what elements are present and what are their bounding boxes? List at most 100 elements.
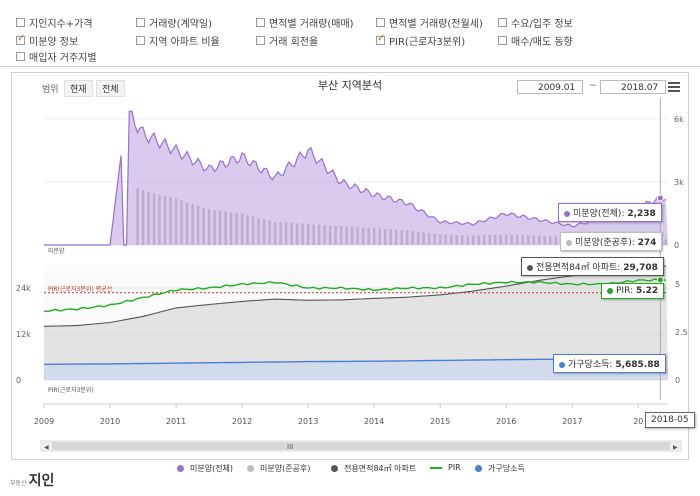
- tooltip-1: 미분양(준공후): 274: [560, 232, 663, 251]
- filter-label: 매입자 거주지별: [29, 53, 97, 64]
- legend-dot-icon: [331, 465, 338, 472]
- crosshair-date-label: 2018-05: [645, 412, 695, 428]
- filter-9-checkbox[interactable]: 매수/매도 동향: [498, 33, 573, 48]
- legend-dot-icon: [475, 465, 482, 472]
- legend-label: 가구당소득: [488, 464, 525, 473]
- filter-label: 지역 아파트 비율: [149, 37, 220, 48]
- scope-current-button[interactable]: 현재: [64, 80, 93, 97]
- legend-label: 전용면적84㎡ 아파트: [344, 464, 417, 473]
- tooltip-series-value: 274: [637, 238, 657, 248]
- tooltip-series-value: 5.22: [635, 286, 659, 296]
- tooltip-series-name: 미분양(전체): [573, 209, 622, 219]
- scope-all-button[interactable]: 전체: [96, 80, 125, 97]
- tooltip-series-value: 5,685.88: [615, 360, 660, 370]
- hamburger-menu-icon[interactable]: [668, 80, 680, 94]
- filter-3-checkbox[interactable]: 면적별 거래량(전월세): [376, 15, 483, 30]
- legend-dot-icon: [247, 465, 254, 472]
- area-apartment-price: [44, 266, 668, 380]
- bottom-left-y-tick-label: 24k: [16, 284, 31, 293]
- tooltip-2: 전용면적84㎡ 아파트: 29,708: [521, 257, 664, 276]
- bottom-left-y-tick-label: 0: [16, 376, 21, 385]
- filter-10-checkbox[interactable]: 매입자 거주지별: [16, 49, 97, 64]
- legend-label: 미분양(준공후): [260, 464, 311, 473]
- checkbox-unchecked-icon: [136, 18, 145, 27]
- area-unsold-total: [44, 111, 668, 245]
- legend-item[interactable]: 미분양(준공후): [247, 463, 310, 474]
- series-dot-icon: [527, 264, 533, 271]
- checkbox-unchecked-icon: [16, 52, 25, 61]
- filter-4-checkbox[interactable]: 수요/입주 정보: [498, 15, 573, 30]
- checkbox-checked-icon: ✓: [16, 33, 26, 45]
- scrollbar-thumb: [52, 442, 670, 450]
- top-y-tick-label: 3k: [674, 178, 684, 187]
- filter-label: 미분양 정보: [29, 37, 79, 48]
- legend-line-icon: [430, 466, 442, 469]
- filter-8-checkbox[interactable]: ✓ PIR(근로자3분위): [376, 33, 465, 48]
- date-separator: ~: [589, 81, 597, 91]
- legend-item[interactable]: 전용면적84㎡ 아파트: [331, 463, 416, 474]
- checkbox-unchecked-icon: [498, 18, 507, 27]
- series-dot-icon: [564, 210, 570, 217]
- logo: 부동산 지인: [10, 473, 55, 489]
- tooltip-3: PIR: 5.22: [601, 283, 665, 299]
- line-unsold-total: [44, 110, 667, 246]
- checkbox-unchecked-icon: [256, 18, 265, 27]
- scope-label: 범위: [42, 85, 59, 95]
- tooltip-series-name: PIR: [616, 286, 631, 296]
- checkbox-unchecked-icon: [136, 36, 145, 45]
- tooltip-series-name: 가구당소득: [568, 360, 610, 370]
- line-pir: [44, 278, 666, 312]
- filter-label: 면적별 거래량(전월세): [389, 19, 483, 30]
- series-dot-icon: [607, 287, 613, 294]
- checkbox-unchecked-icon: [498, 36, 507, 45]
- date-from-input[interactable]: 2009.01: [517, 80, 583, 94]
- legend-item[interactable]: 가구당소득: [475, 463, 525, 474]
- checkbox-checked-icon: ✓: [376, 33, 386, 45]
- filter-label: 거래 회전율: [269, 37, 319, 48]
- bottom-right-y-tick-label: 2.5: [675, 328, 688, 337]
- tooltip-series-name: 전용면적84㎡ 아파트: [536, 263, 618, 273]
- date-to-input[interactable]: 2018.07: [600, 80, 666, 94]
- filter-label: 매수/매도 동향: [511, 37, 573, 48]
- filter-7-checkbox[interactable]: 거래 회전율: [256, 33, 318, 48]
- scroll-left-icon: ◀: [44, 444, 49, 451]
- tooltip-4: 가구당소득: 5,685.88: [553, 354, 666, 373]
- crosshair-marker: [656, 194, 664, 202]
- x-axis-year-label: 2011: [166, 417, 186, 426]
- x-axis-year-label: 2017: [562, 417, 582, 426]
- bottom-left-y-tick-label: 12k: [16, 330, 31, 339]
- legend-item[interactable]: 미분양(전체): [177, 463, 233, 474]
- legend-dot-icon: [177, 465, 184, 472]
- filter-label: 면적별 거래량(매매): [269, 19, 354, 30]
- scrollbar-grip: III: [287, 443, 293, 451]
- tooltip-series-name: 미분양(준공후): [575, 238, 632, 248]
- filter-label: PIR(근로자3분위): [389, 37, 466, 48]
- top-y-tick-label: 6k: [674, 115, 684, 124]
- series-dot-icon: [559, 361, 565, 368]
- x-axis-year-label: 2012: [232, 417, 252, 426]
- bottom-right-y-tick-label: 0: [675, 376, 680, 385]
- series-dot-icon: [566, 239, 572, 246]
- x-axis-year-label: 2014: [364, 417, 384, 426]
- area-household-income: [44, 358, 668, 380]
- filter-0-checkbox[interactable]: 지인지수+가격: [16, 15, 93, 30]
- scroll-right-icon: ▶: [673, 444, 678, 451]
- checkbox-unchecked-icon: [16, 18, 25, 27]
- legend-label: PIR: [448, 463, 461, 472]
- x-axis-year-label: 20: [633, 417, 643, 426]
- bottom-panel-label: PIR(근로자3분위): [48, 386, 94, 394]
- crosshair-marker: [656, 276, 664, 284]
- chart-title: 부산 지역분석: [317, 79, 383, 92]
- tooltip-0: 미분양(전체): 2,238: [558, 203, 662, 222]
- line-apartment-price: [44, 265, 666, 327]
- indicator-filter-panel: 지인지수+가격 거래량(계약일) 면적별 거래량(매매) 면적별 거래량(전월세) 수요…: [0, 0, 700, 67]
- x-axis-year-label: 2016: [496, 417, 516, 426]
- x-axis-year-label: 2010: [100, 417, 120, 426]
- legend-item[interactable]: PIR: [430, 463, 461, 472]
- bottom-right-y-tick-label: 5: [675, 280, 680, 289]
- filter-2-checkbox[interactable]: 면적별 거래량(매매): [256, 15, 354, 30]
- filter-5-checkbox[interactable]: ✓ 미분양 정보: [16, 33, 78, 48]
- filter-1-checkbox[interactable]: 거래량(계약일): [136, 15, 212, 30]
- checkbox-unchecked-icon: [376, 18, 385, 27]
- filter-6-checkbox[interactable]: 지역 아파트 비율: [136, 33, 220, 48]
